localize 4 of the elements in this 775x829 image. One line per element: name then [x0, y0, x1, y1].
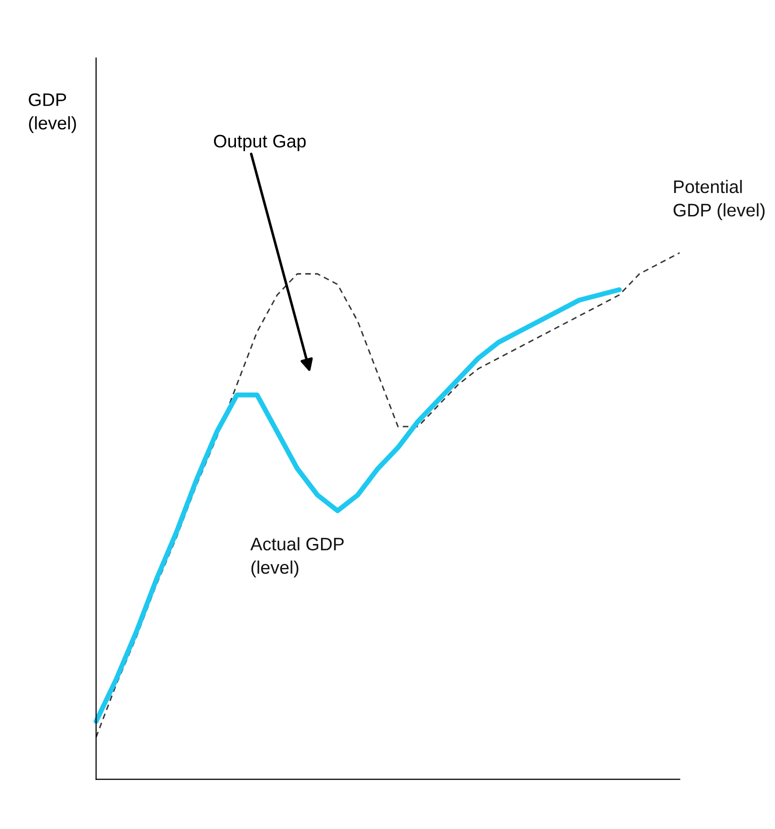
text: Output Gap [214, 134, 306, 152]
series-label: Potential GDP (level) [674, 180, 765, 220]
series-label: Actual GDP (level) [250, 537, 344, 578]
text: GDP (level) [28, 93, 76, 134]
